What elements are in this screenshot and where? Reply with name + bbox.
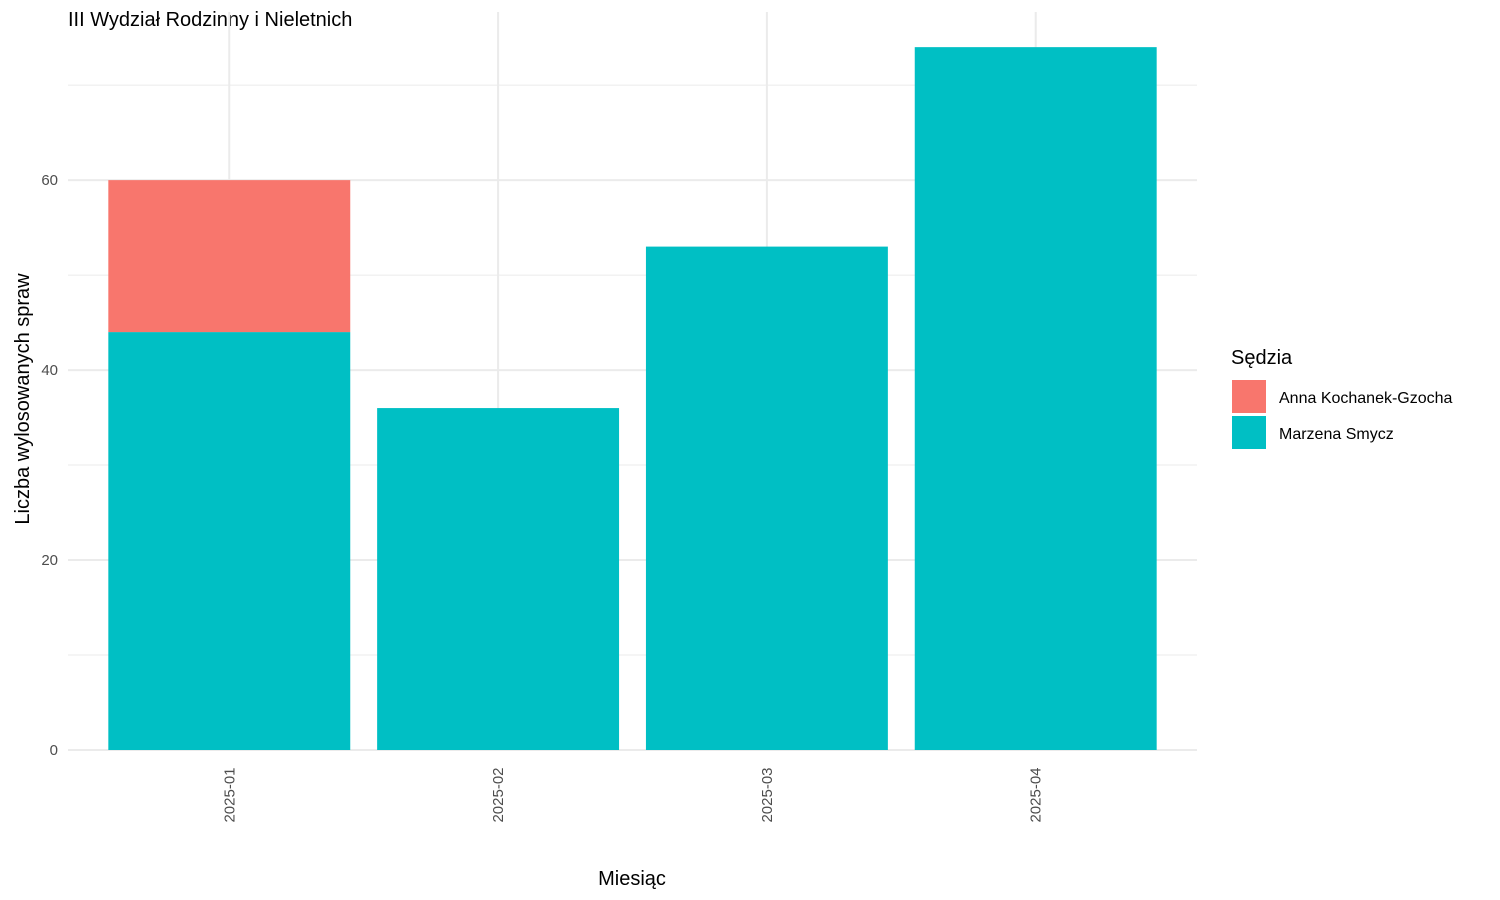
legend: Sędzia Anna Kochanek-Gzocha Marzena Smycz xyxy=(1231,347,1453,449)
x-tick-label: 2025-01 xyxy=(221,767,238,822)
legend-swatch xyxy=(1232,380,1266,413)
y-axis-title: Liczba wylosowanych spraw xyxy=(12,273,34,525)
x-tick-label: 2025-04 xyxy=(1028,767,1045,822)
legend-label: Marzena Smycz xyxy=(1279,426,1394,443)
bar xyxy=(914,47,1157,750)
y-tick-label: 20 xyxy=(41,552,58,569)
y-tick-label: 60 xyxy=(41,172,58,189)
x-tick-label: 2025-03 xyxy=(759,767,776,822)
bar xyxy=(377,408,620,750)
bars xyxy=(108,47,1157,751)
legend-title: Sędzia xyxy=(1231,347,1293,369)
y-axis-ticks: 0 20 40 60 xyxy=(41,172,58,759)
bar xyxy=(108,180,351,333)
y-tick-label: 0 xyxy=(50,742,58,759)
legend-label: Anna Kochanek-Gzocha xyxy=(1279,390,1453,407)
x-axis-ticks: 2025-01 2025-02 2025-03 2025-04 xyxy=(221,767,1044,822)
x-tick-label: 2025-02 xyxy=(490,767,507,822)
y-tick-label: 40 xyxy=(41,362,58,379)
chart-title: III Wydział Rodzinny i Nieletnich xyxy=(68,9,352,31)
bar xyxy=(108,332,351,750)
legend-swatch xyxy=(1232,416,1266,449)
x-axis-title: Miesiąc xyxy=(598,868,666,890)
bar xyxy=(645,246,888,751)
